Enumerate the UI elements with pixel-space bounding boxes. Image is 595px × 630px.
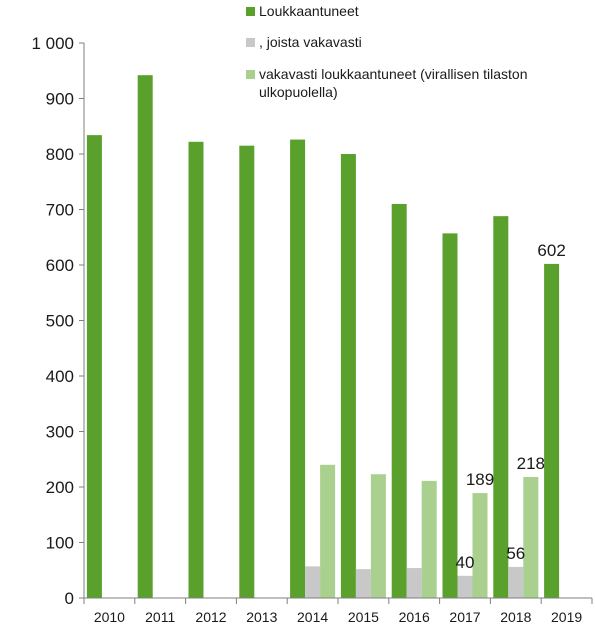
data-label: 602 (537, 241, 565, 260)
y-tick-label: 800 (46, 145, 74, 164)
legend: Loukkaantuneet , joista vakavasti vakavast… (246, 3, 527, 100)
y-tick-label: 1 000 (31, 34, 74, 53)
data-labels: 602 40 189 56 218 (456, 241, 566, 572)
data-label: 40 (456, 553, 475, 572)
y-tick-label: 700 (46, 201, 74, 220)
y-tick-label: 100 (46, 534, 74, 553)
bar-loukkaantuneet-2011 (137, 75, 153, 598)
bar-vakavasti-ulkopuolella-2018 (523, 477, 539, 598)
bar-loukkaantuneet-2017 (442, 233, 458, 599)
bar-loukkaantuneet-2019 (544, 263, 560, 598)
legend-label: Loukkaantuneet (259, 3, 359, 19)
bar-vakavasti-ulkopuolella-2014 (320, 464, 336, 598)
bars (86, 75, 560, 599)
data-label: 56 (506, 544, 525, 563)
x-tick-label: 2010 (94, 609, 125, 625)
legend-label: vakavasti loukkaantuneet (virallisen til… (259, 66, 527, 82)
x-tick-label: 2017 (449, 609, 480, 625)
bar-vakavasti-ulkopuolella-2015 (370, 474, 386, 598)
bar-loukkaantuneet-2012 (188, 141, 204, 599)
bar-joista-vakavasti-2014 (305, 566, 321, 598)
bar-joista-vakavasti-2016 (406, 568, 422, 598)
y-tick-label: 0 (65, 589, 74, 608)
data-label: 189 (466, 470, 494, 489)
bar-vakavasti-ulkopuolella-2016 (421, 480, 437, 598)
x-tick-label: 2013 (246, 609, 277, 625)
legend-label: ulkopuolella) (259, 84, 338, 100)
x-axis: 2010 2011 2012 2013 2014 2015 2016 2017 2018 2019 (83, 597, 593, 625)
bar-loukkaantuneet-2014 (290, 139, 306, 598)
bar-vakavasti-ulkopuolella-2017 (472, 493, 488, 598)
x-tick-label: 2019 (551, 609, 582, 625)
y-tick-label: 900 (46, 90, 74, 109)
x-tick-label: 2012 (195, 609, 226, 625)
bar-joista-vakavasti-2017 (457, 575, 473, 598)
x-tick-label: 2016 (399, 609, 430, 625)
x-tick-label: 2011 (145, 609, 175, 625)
y-tick-label: 400 (46, 367, 74, 386)
y-tick-label: 300 (46, 423, 74, 442)
bar-loukkaantuneet-2013 (239, 145, 255, 599)
bar-loukkaantuneet-2010 (86, 135, 102, 598)
bar-joista-vakavasti-2018 (508, 566, 524, 598)
legend-swatch (246, 38, 255, 47)
y-tick-label: 600 (46, 256, 74, 275)
bar-loukkaantuneet-2015 (340, 154, 356, 598)
x-tick-label: 2015 (348, 609, 379, 625)
x-tick-label: 2018 (500, 609, 531, 625)
y-tick-label: 500 (46, 312, 74, 331)
legend-label: , joista vakavasti (259, 34, 362, 50)
x-tick-label: 2014 (297, 609, 328, 625)
legend-swatch (246, 70, 255, 79)
y-axis: 0 100 200 300 400 500 600 700 800 900 1 000 (31, 34, 85, 608)
bar-joista-vakavasti-2015 (355, 569, 371, 598)
bar-loukkaantuneet-2016 (391, 203, 407, 598)
bar-loukkaantuneet-2018 (493, 216, 509, 598)
y-tick-label: 200 (46, 478, 74, 497)
data-label: 218 (517, 454, 545, 473)
legend-swatch (246, 7, 255, 16)
